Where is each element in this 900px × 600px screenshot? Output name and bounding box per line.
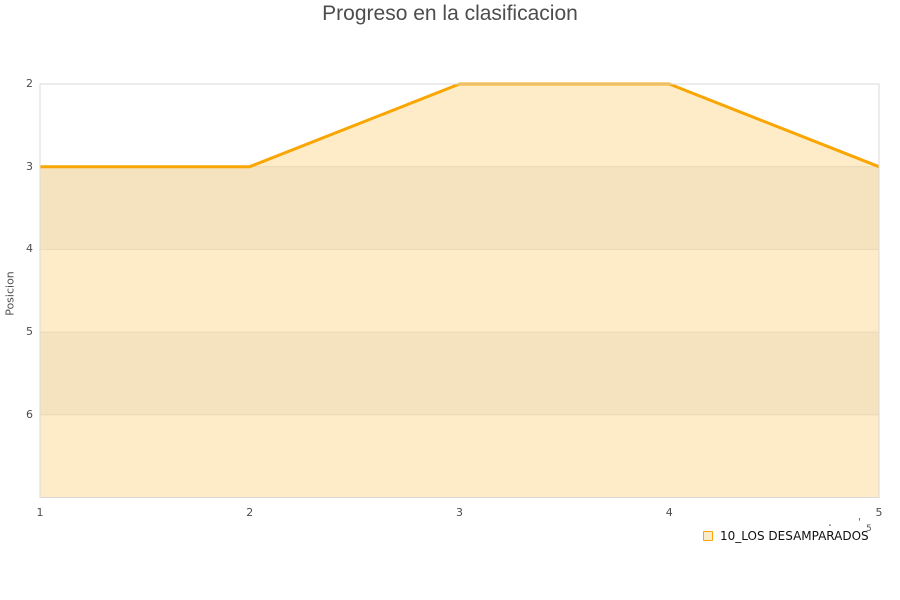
y-tick-label: 5	[26, 325, 33, 339]
x-tick-label: 3	[456, 506, 463, 519]
area-fill	[40, 84, 879, 498]
plot-background	[40, 84, 879, 498]
x-tick-label: 1	[36, 506, 44, 519]
y-tick-label: 2	[26, 77, 33, 90]
y-tick-label: 6	[26, 407, 33, 421]
plot-band	[40, 166, 879, 250]
x-tick-label: 4	[665, 506, 673, 519]
y-axis-title: Posicion	[3, 271, 17, 316]
chart-title: Progreso en la clasificacion	[322, 2, 578, 25]
x-tick-label: 5	[875, 506, 883, 519]
y-tick-label: 3	[26, 159, 33, 173]
stray-dot-mark: .	[828, 515, 832, 529]
x-tick-label: 2	[246, 506, 254, 519]
legend-label: 10_LOS DESAMPARADOS	[720, 529, 869, 543]
legend-item[interactable]: 10_LOS DESAMPARADOS	[703, 529, 869, 543]
legend-swatch-icon	[703, 531, 713, 541]
stray-tick-mark: '	[858, 517, 861, 528]
plot-border	[39, 83, 880, 498]
plot-band	[40, 332, 879, 415]
stray-mini-label: 5	[866, 524, 872, 534]
y-tick-label: 4	[26, 242, 33, 256]
